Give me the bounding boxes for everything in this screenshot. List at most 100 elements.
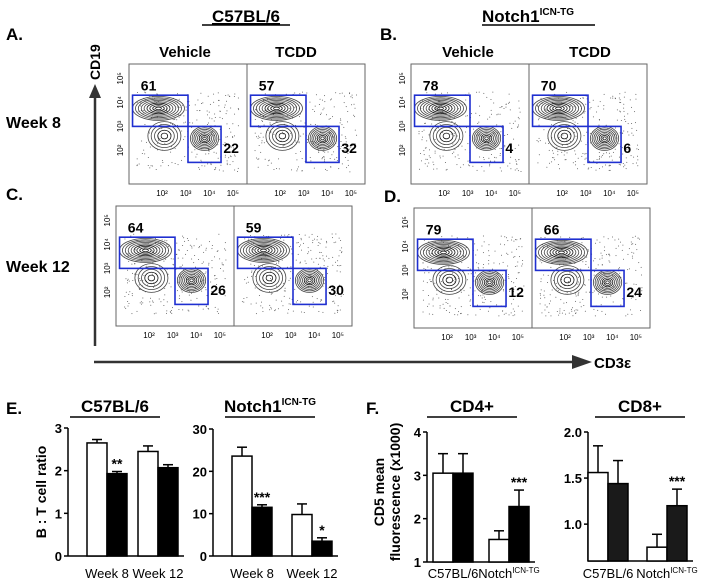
event-dot (626, 282, 628, 284)
event-dot (479, 156, 481, 158)
event-dot (614, 127, 616, 129)
event-dot (467, 143, 469, 145)
event-dot (136, 102, 138, 104)
event-dot (324, 95, 326, 97)
event-dot (333, 242, 335, 244)
y-tick-label: 10⁵ (116, 72, 125, 84)
event-dot (514, 159, 516, 161)
event-dot (183, 122, 185, 124)
contour-line (550, 265, 585, 295)
event-dot (281, 250, 283, 252)
event-dot (140, 102, 142, 104)
x-tick-label: 10⁴ (488, 333, 501, 342)
event-dot (420, 160, 422, 162)
contour-line (543, 243, 580, 261)
event-dot (496, 304, 498, 306)
event-dot (575, 117, 577, 119)
event-dot (297, 242, 299, 244)
event-dot (510, 151, 512, 153)
event-dot (426, 140, 428, 142)
event-dot (608, 260, 610, 262)
contour-line (318, 134, 327, 142)
event-dot (427, 250, 429, 252)
event-dot (507, 133, 509, 135)
chart-title-superscript: ICN-TG (282, 397, 317, 408)
event-dot (208, 153, 210, 155)
contour-line (419, 98, 462, 119)
contour-line (122, 239, 169, 262)
event-dot (514, 169, 516, 171)
event-dot (138, 246, 140, 248)
event-dot (622, 244, 624, 246)
event-dot (496, 124, 498, 126)
y-tick-label: 2 (55, 464, 62, 479)
event-dot (436, 168, 438, 170)
event-dot (277, 308, 279, 310)
event-dot (614, 97, 616, 99)
y-tick-label: 10⁵ (401, 216, 410, 228)
contour-line (261, 101, 292, 116)
event-dot (426, 92, 428, 94)
event-dot (446, 92, 448, 94)
event-dot (635, 98, 637, 100)
event-dot (442, 155, 444, 157)
event-dot (243, 301, 245, 303)
contour-line (601, 277, 614, 288)
event-dot (345, 106, 347, 108)
contour-line (431, 104, 450, 113)
event-dot (202, 279, 204, 281)
event-dot (325, 168, 327, 170)
event-dot (584, 255, 586, 257)
event-dot (447, 299, 449, 301)
contour-line (253, 97, 300, 120)
event-dot (623, 107, 625, 109)
event-dot (566, 152, 568, 154)
contour-line (248, 243, 279, 258)
event-dot (438, 127, 440, 129)
y-tick-label: 10³ (116, 120, 125, 132)
event-dot (441, 236, 443, 238)
event-dot (339, 122, 341, 124)
event-dot (226, 164, 228, 166)
event-dot (251, 275, 253, 277)
event-dot (221, 264, 223, 266)
event-dot (454, 156, 456, 158)
bar (106, 472, 128, 557)
event-dot (481, 297, 483, 299)
event-dot (127, 253, 129, 255)
event-dot (494, 148, 496, 150)
event-dot (343, 95, 345, 97)
event-dot (154, 108, 156, 110)
event-dot (325, 246, 327, 248)
contour-line (139, 247, 152, 254)
event-dot (623, 110, 625, 112)
event-dot (230, 131, 232, 133)
event-dot (259, 136, 261, 138)
event-dot (537, 162, 539, 164)
event-dot (507, 276, 509, 278)
event-dot (623, 115, 625, 117)
event-dot (254, 287, 256, 289)
x-tick-label: 10³ (465, 333, 477, 342)
event-dot (624, 91, 626, 93)
event-dot (208, 264, 210, 266)
event-dot (137, 111, 139, 113)
contour-line (198, 133, 211, 144)
event-dot (213, 151, 215, 153)
event-dot (456, 164, 458, 166)
contour-line (320, 136, 325, 141)
event-dot (321, 158, 323, 160)
event-dot (262, 310, 264, 312)
event-dot (224, 242, 226, 244)
event-dot (297, 299, 299, 301)
event-dot (422, 299, 424, 301)
event-dot (521, 265, 523, 267)
category-label: Week 12 (132, 566, 183, 581)
event-dot (260, 132, 262, 134)
event-dot (322, 156, 324, 158)
event-dot (490, 154, 492, 156)
x-tick-label: 10⁴ (321, 189, 334, 198)
event-dot (177, 281, 179, 283)
event-dot (202, 102, 204, 104)
event-dot (583, 135, 585, 137)
